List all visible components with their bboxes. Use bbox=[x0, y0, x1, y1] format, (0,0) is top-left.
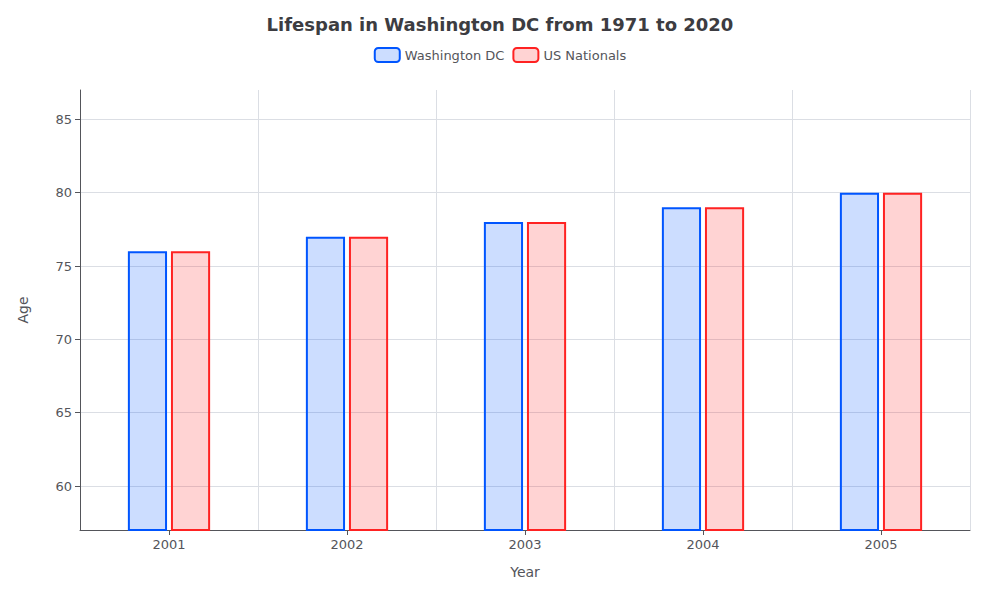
svg-text:75: 75 bbox=[55, 259, 72, 274]
svg-text:85: 85 bbox=[55, 112, 72, 127]
svg-text:2004: 2004 bbox=[686, 537, 719, 552]
svg-text:65: 65 bbox=[55, 405, 72, 420]
svg-text:2005: 2005 bbox=[864, 537, 897, 552]
svg-text:Age: Age bbox=[15, 296, 31, 323]
svg-text:Lifespan in Washington DC from: Lifespan in Washington DC from 1971 to 2… bbox=[267, 14, 734, 35]
svg-text:Washington DC: Washington DC bbox=[405, 48, 505, 63]
svg-text:Year: Year bbox=[509, 564, 540, 580]
svg-text:2002: 2002 bbox=[330, 537, 363, 552]
svg-text:70: 70 bbox=[55, 332, 72, 347]
svg-text:60: 60 bbox=[55, 479, 72, 494]
svg-text:2003: 2003 bbox=[508, 537, 541, 552]
svg-text:80: 80 bbox=[55, 185, 72, 200]
svg-text:2001: 2001 bbox=[152, 537, 185, 552]
svg-text:US Nationals: US Nationals bbox=[543, 48, 626, 63]
